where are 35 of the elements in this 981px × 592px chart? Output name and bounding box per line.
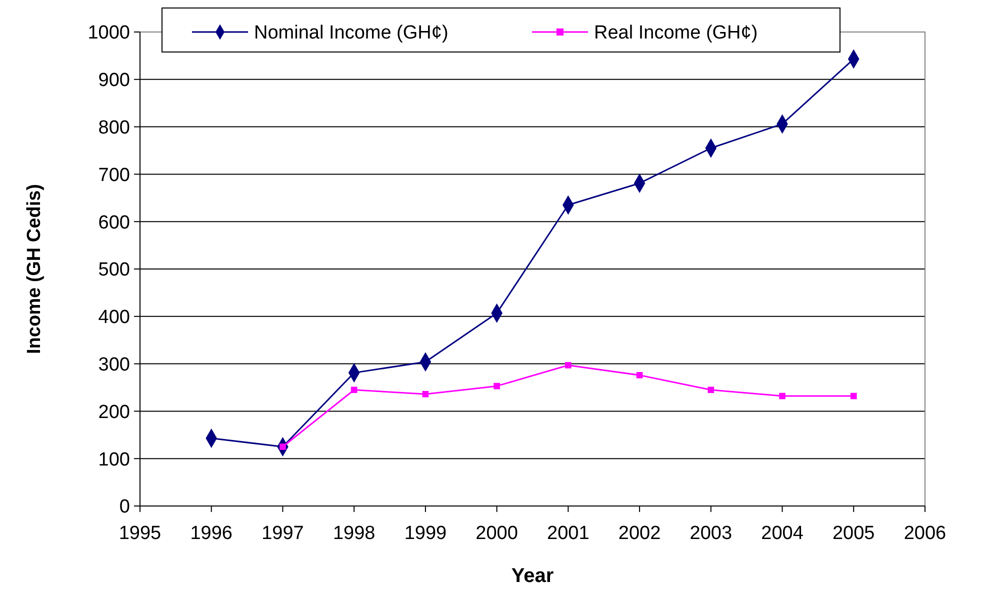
y-axis-title: Income (GH Cedis) <box>24 184 45 354</box>
x-tick-label: 2003 <box>690 523 732 544</box>
legend-label: Nominal Income (GH¢) <box>254 22 448 44</box>
y-tick-label: 1000 <box>88 22 130 44</box>
y-tick-label: 900 <box>98 70 130 92</box>
y-tick-label: 200 <box>98 402 130 423</box>
point <box>636 372 643 378</box>
y-tick-label: 300 <box>98 354 130 376</box>
x-tick-label: 1998 <box>332 523 376 544</box>
x-tick-label: 1995 <box>118 523 162 544</box>
x-tick-label: 1997 <box>262 523 304 544</box>
point <box>850 392 857 400</box>
point <box>708 386 714 394</box>
y-tick-label: 100 <box>98 449 130 470</box>
y-tick-label: 600 <box>98 212 130 234</box>
y-tick-label: 0 <box>119 496 130 518</box>
point <box>350 386 358 394</box>
x-tick-label: 2004 <box>761 523 804 544</box>
y-tick-label: 700 <box>98 164 130 186</box>
legend-label: Real Income (GH¢) <box>594 22 758 44</box>
point <box>494 382 500 390</box>
point <box>565 362 572 368</box>
y-tick-label: 800 <box>98 117 130 138</box>
x-tick-label: 2006 <box>904 523 946 544</box>
y-tick-label: 500 <box>98 260 130 281</box>
point <box>779 392 786 400</box>
point <box>422 390 429 398</box>
x-tick-label: 2002 <box>618 523 661 544</box>
x-tick-label: 2005 <box>832 523 875 544</box>
x-tick-label: 2000 <box>476 523 518 544</box>
x-tick-label: 1999 <box>404 523 447 544</box>
x-axis-title: Year <box>511 565 554 587</box>
y-tick-label: 400 <box>98 307 130 328</box>
x-tick-label: 2001 <box>547 523 590 544</box>
x-tick-label: 1996 <box>190 523 233 544</box>
